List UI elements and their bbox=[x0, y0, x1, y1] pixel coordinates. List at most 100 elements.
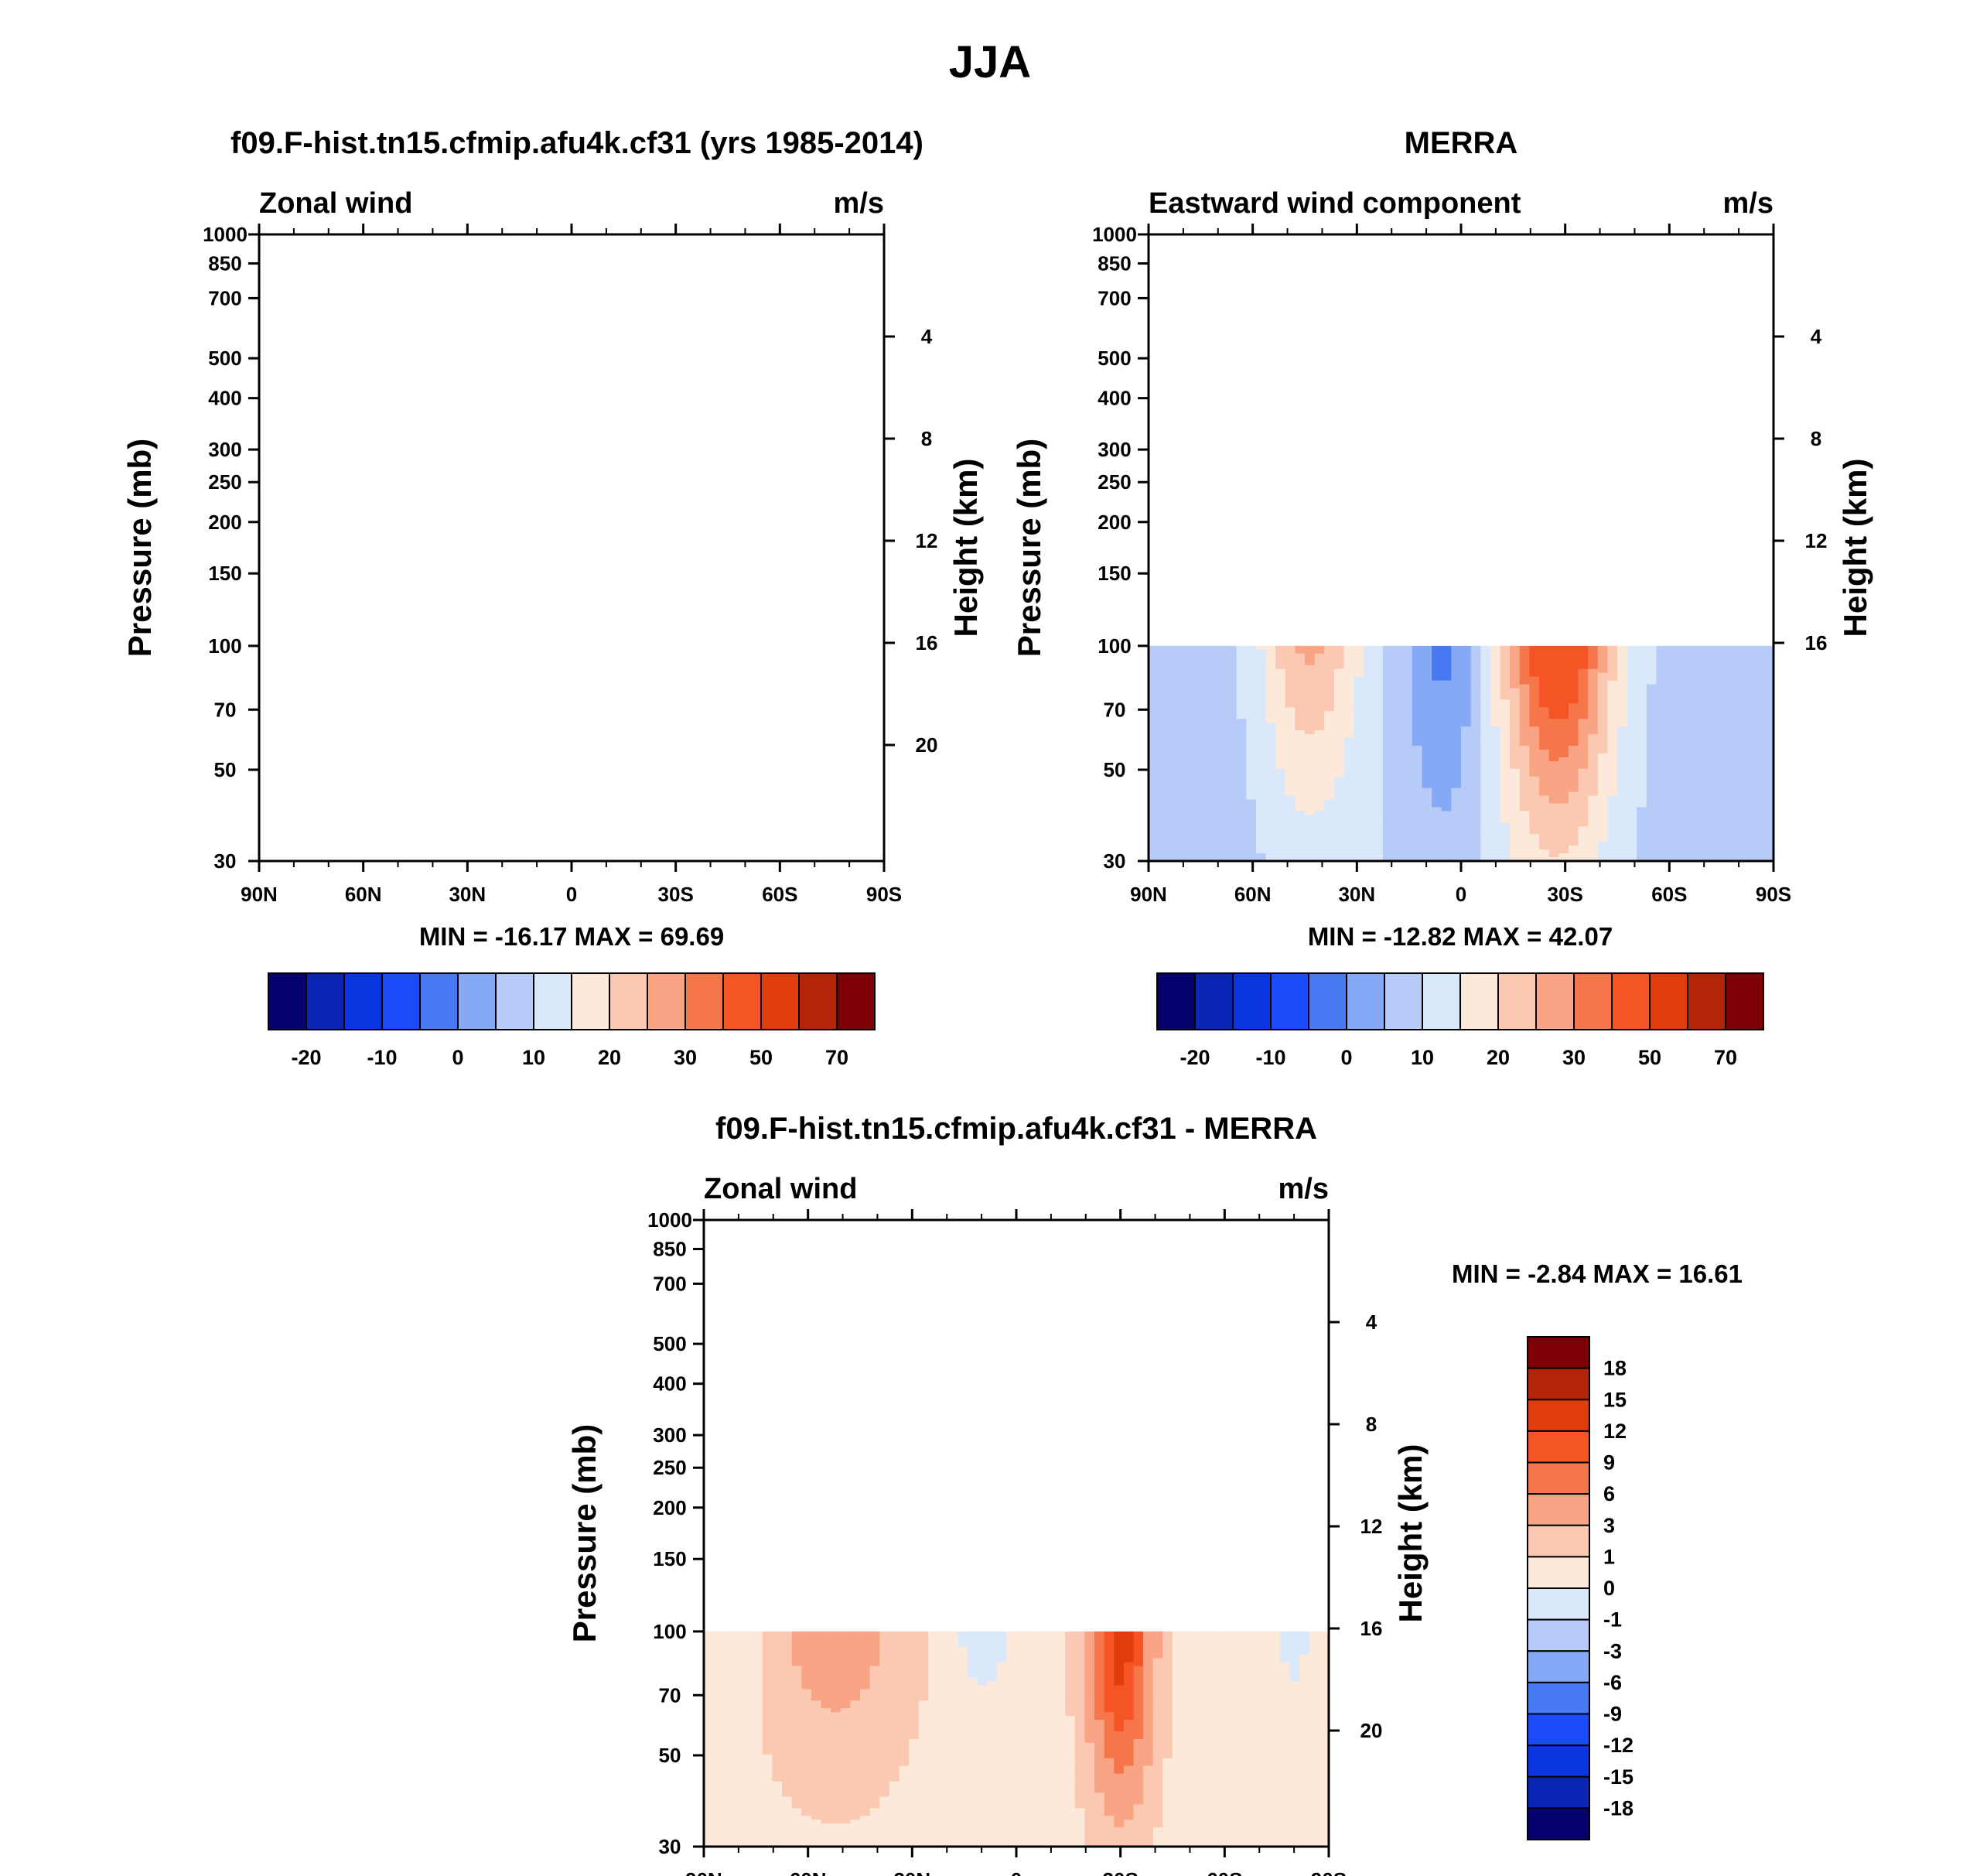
contour-cell bbox=[1422, 707, 1432, 712]
contour-cell bbox=[1753, 688, 1764, 693]
contour-cell bbox=[1724, 684, 1736, 689]
contour-cell bbox=[1470, 703, 1481, 708]
contour-cell bbox=[1343, 676, 1354, 682]
contour-cell bbox=[1539, 703, 1550, 708]
contour-cell bbox=[1539, 653, 1550, 658]
contour-cell bbox=[1548, 688, 1559, 693]
contour-cell bbox=[1412, 680, 1423, 685]
contour-cell bbox=[1637, 699, 1647, 704]
contour-cell bbox=[1705, 684, 1715, 689]
contour-cell bbox=[1187, 688, 1198, 693]
contour-cell bbox=[1197, 684, 1208, 689]
contour-cell bbox=[1197, 688, 1208, 693]
contour-cell bbox=[1646, 657, 1657, 662]
contour-cell bbox=[1275, 715, 1286, 719]
contour-cell bbox=[1578, 676, 1589, 682]
contour-cell bbox=[1383, 653, 1394, 658]
contour-cell bbox=[1158, 684, 1169, 689]
contour-cell bbox=[1500, 699, 1511, 704]
contour-cell bbox=[1354, 692, 1364, 697]
contour-cell bbox=[1373, 723, 1384, 727]
contour-cell bbox=[1363, 680, 1374, 685]
contour-cell bbox=[1480, 688, 1491, 693]
contour-cell bbox=[1354, 668, 1364, 674]
contour-cell bbox=[1666, 688, 1677, 693]
contour-cell bbox=[1246, 695, 1257, 701]
contour-cell bbox=[1354, 711, 1364, 716]
contour-cell bbox=[1363, 688, 1374, 693]
contour-cell bbox=[1187, 676, 1198, 682]
contour-cell bbox=[1490, 657, 1501, 662]
contour-cell bbox=[1675, 688, 1686, 693]
contour-cell bbox=[1227, 699, 1238, 704]
contour-cell bbox=[1461, 699, 1472, 704]
contour-cell bbox=[1168, 645, 1179, 651]
contour-cell bbox=[1207, 703, 1217, 708]
contour-cell bbox=[1314, 668, 1325, 674]
contour-cell bbox=[1715, 657, 1726, 662]
contour-cell bbox=[1597, 672, 1608, 678]
contour-cell bbox=[1314, 707, 1325, 712]
contour-cell bbox=[1695, 680, 1706, 685]
contour-cell bbox=[1314, 649, 1325, 654]
contour-cell bbox=[1255, 715, 1267, 719]
contour-cell bbox=[1705, 703, 1715, 708]
contour-cell bbox=[1705, 657, 1715, 662]
contour-cell bbox=[1363, 692, 1374, 697]
contour-cell bbox=[1217, 692, 1227, 697]
contour-cell bbox=[1285, 715, 1296, 719]
contour-cell bbox=[1461, 661, 1472, 666]
contour-cell bbox=[1265, 692, 1276, 697]
contour-cell bbox=[1207, 649, 1217, 654]
contour-cell bbox=[1441, 653, 1452, 658]
contour-cell bbox=[1734, 684, 1745, 689]
contour-cell bbox=[1333, 661, 1345, 666]
contour-cell bbox=[1734, 668, 1745, 674]
contour-cell bbox=[1627, 688, 1637, 693]
contour-cell bbox=[1383, 684, 1394, 689]
contour-cell bbox=[1578, 692, 1589, 697]
contour-cell bbox=[1500, 661, 1511, 666]
contour-cell bbox=[1265, 719, 1276, 723]
contour-cell bbox=[1383, 703, 1394, 708]
contour-cell bbox=[1529, 680, 1540, 685]
contour-cell bbox=[1656, 668, 1667, 674]
contour-cell bbox=[1324, 711, 1335, 716]
contour-cell bbox=[1265, 703, 1276, 708]
contour-cell bbox=[1295, 703, 1306, 708]
contour-cell bbox=[1715, 645, 1726, 651]
contour-cell bbox=[1246, 711, 1257, 716]
contour-cell bbox=[1168, 665, 1179, 670]
contour-cell bbox=[1333, 703, 1345, 708]
contour-cell bbox=[1187, 649, 1198, 654]
contour-cell bbox=[1451, 668, 1462, 674]
contour-cell bbox=[1217, 668, 1227, 674]
contour-cell bbox=[1695, 665, 1706, 670]
contour-cell bbox=[1627, 649, 1637, 654]
contour-cell bbox=[1529, 707, 1540, 712]
contour-cell bbox=[1333, 645, 1345, 651]
contour-cell bbox=[1734, 649, 1745, 654]
contour-cell bbox=[1490, 680, 1501, 685]
contour-cell bbox=[1177, 657, 1189, 662]
contour-cell bbox=[1705, 719, 1715, 723]
contour-cell bbox=[1333, 715, 1345, 719]
contour-cell bbox=[1705, 688, 1715, 693]
contour-cell bbox=[1363, 695, 1374, 701]
contour-cell bbox=[1265, 645, 1276, 651]
contour-cell bbox=[1685, 680, 1696, 685]
contour-cell bbox=[1753, 676, 1764, 682]
contour-cell bbox=[1177, 695, 1189, 701]
contour-cell bbox=[1675, 645, 1686, 651]
contour-cell bbox=[1627, 703, 1637, 708]
contour-cell bbox=[1275, 653, 1286, 658]
contour-cell bbox=[1656, 649, 1667, 654]
contour-cell bbox=[1149, 688, 1159, 693]
contour-cell bbox=[1333, 711, 1345, 716]
contour-cell bbox=[1324, 723, 1335, 727]
contour-cell bbox=[1724, 672, 1736, 678]
contour-cell bbox=[1441, 668, 1452, 674]
contour-cell bbox=[1168, 661, 1179, 666]
contour-cell bbox=[1275, 672, 1286, 678]
contour-cell bbox=[1763, 707, 1774, 712]
